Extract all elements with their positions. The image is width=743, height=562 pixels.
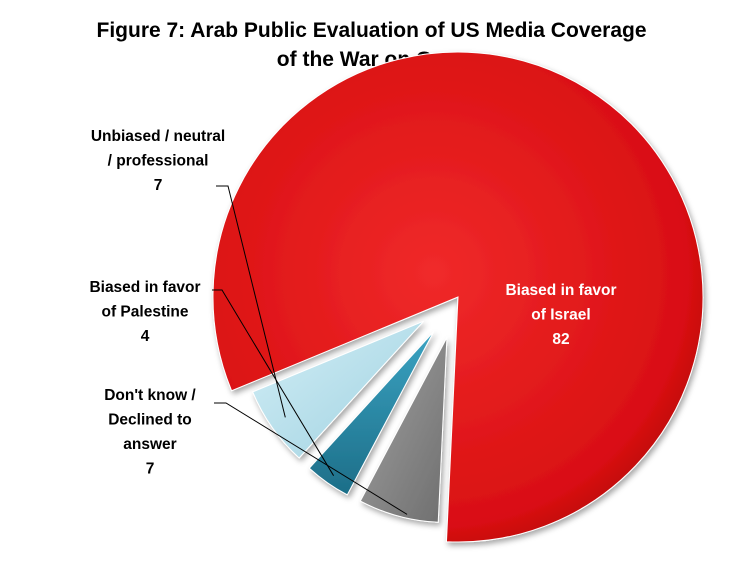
slice-dont-know [359,337,448,523]
label-israel-value: 82 [552,331,569,348]
label-israel-line-1: Biased in favor [505,282,616,299]
label-dont-know-line-3: answer [123,436,176,453]
label-palestine-line-1: Biased in favor [89,279,200,296]
slice-israel [212,51,704,543]
label-dont-know-value: 7 [146,461,155,478]
slice-palestine [308,331,435,496]
label-israel-line-2: of Israel [531,307,590,324]
label-unbiased-line-1: Unbiased / neutral [91,128,225,145]
leader-palestine [212,289,335,476]
label-palestine-value: 4 [141,328,150,345]
leader-unbiased [216,185,286,418]
label-unbiased-value: 7 [154,177,163,194]
pie-slices [212,51,704,543]
chart-title-line-1: Figure 7: Arab Public Evaluation of US M… [96,19,647,42]
slice-unbiased [252,320,425,459]
leader-lines [212,185,408,515]
label-dont-know-line-2: Declined to [108,412,192,429]
label-palestine-line-2: of Palestine [102,304,189,321]
label-dont-know-line-1: Don't know / [104,387,196,404]
slice-labels: Biased in favor of Israel 82 Don't know / De… [89,128,616,478]
leader-dont-know [214,402,408,515]
label-unbiased-line-2: / professional [108,153,209,170]
